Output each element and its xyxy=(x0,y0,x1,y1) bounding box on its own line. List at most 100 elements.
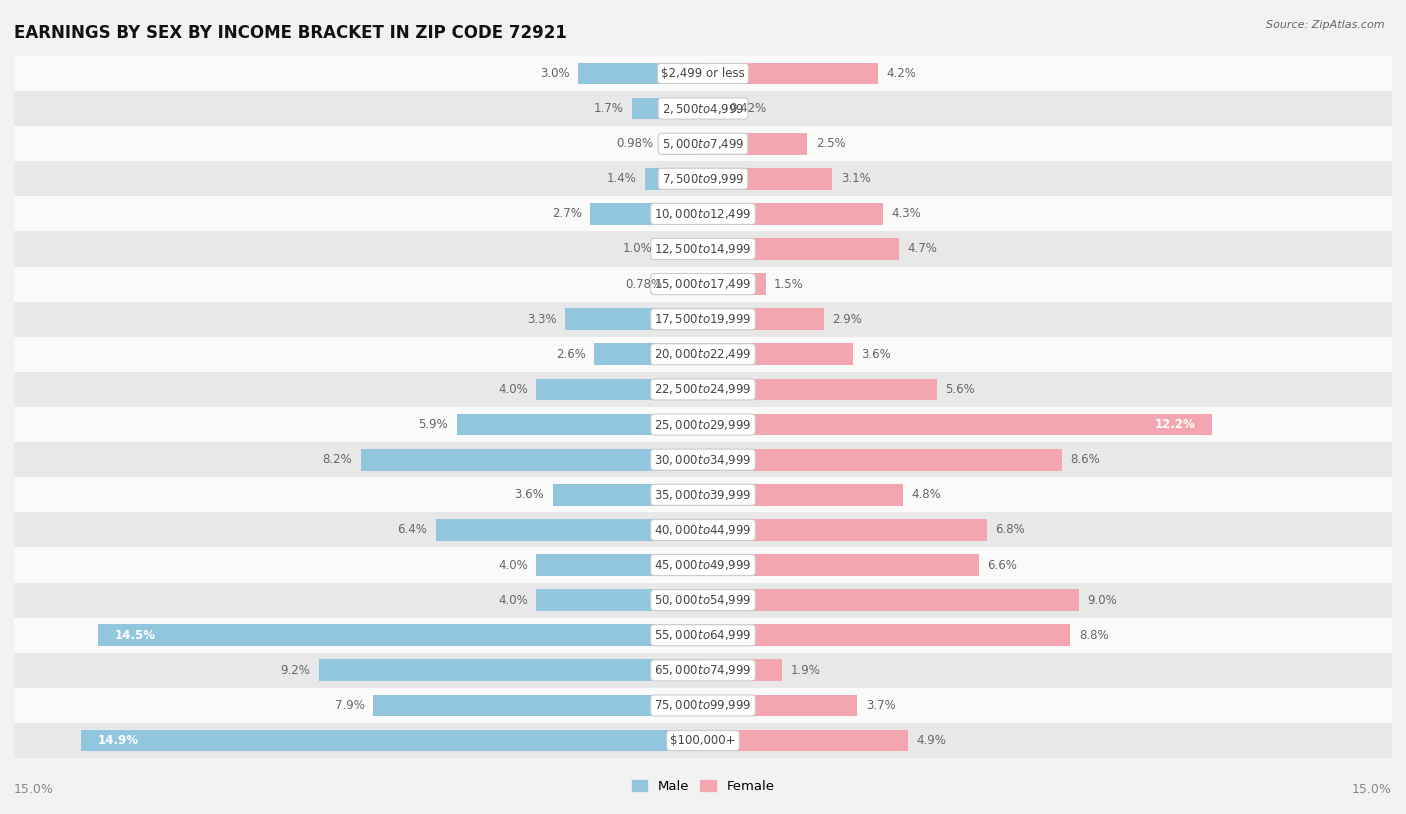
Text: 9.0%: 9.0% xyxy=(1087,593,1116,606)
Text: $45,000 to $49,999: $45,000 to $49,999 xyxy=(654,558,752,572)
Bar xyxy=(703,519,987,540)
Bar xyxy=(536,589,703,611)
Text: 5.9%: 5.9% xyxy=(419,418,449,431)
Text: 3.6%: 3.6% xyxy=(862,348,891,361)
Text: 1.7%: 1.7% xyxy=(593,102,624,115)
Text: $30,000 to $34,999: $30,000 to $34,999 xyxy=(654,453,752,466)
Bar xyxy=(703,133,807,155)
Bar xyxy=(578,63,703,85)
Bar xyxy=(0,337,1406,372)
Bar xyxy=(0,618,1406,653)
Bar xyxy=(703,694,858,716)
Text: 6.8%: 6.8% xyxy=(995,523,1025,536)
Text: 7.9%: 7.9% xyxy=(335,699,364,712)
Bar xyxy=(565,309,703,330)
Text: 14.5%: 14.5% xyxy=(114,628,155,641)
Bar xyxy=(703,624,1070,646)
Bar xyxy=(319,659,703,681)
Bar xyxy=(373,694,703,716)
Text: 2.6%: 2.6% xyxy=(557,348,586,361)
Text: 3.1%: 3.1% xyxy=(841,173,870,186)
Bar xyxy=(0,196,1406,231)
Bar xyxy=(644,168,703,190)
Text: 15.0%: 15.0% xyxy=(1353,783,1392,796)
Bar xyxy=(0,512,1406,548)
Text: 6.4%: 6.4% xyxy=(398,523,427,536)
Bar xyxy=(703,554,979,575)
Text: 3.3%: 3.3% xyxy=(527,313,557,326)
Text: $12,500 to $14,999: $12,500 to $14,999 xyxy=(654,242,752,256)
Text: 6.6%: 6.6% xyxy=(987,558,1017,571)
Text: $55,000 to $64,999: $55,000 to $64,999 xyxy=(654,628,752,642)
Text: 5.6%: 5.6% xyxy=(945,383,974,396)
Text: 8.2%: 8.2% xyxy=(322,453,353,466)
Text: 1.0%: 1.0% xyxy=(623,243,652,256)
Text: $25,000 to $29,999: $25,000 to $29,999 xyxy=(654,418,752,431)
Text: 4.2%: 4.2% xyxy=(887,67,917,80)
Text: $10,000 to $12,499: $10,000 to $12,499 xyxy=(654,207,752,221)
Bar xyxy=(553,484,703,505)
Text: $15,000 to $17,499: $15,000 to $17,499 xyxy=(654,277,752,291)
Text: $100,000+: $100,000+ xyxy=(671,734,735,747)
Bar xyxy=(662,133,703,155)
Text: $35,000 to $39,999: $35,000 to $39,999 xyxy=(654,488,752,501)
Text: EARNINGS BY SEX BY INCOME BRACKET IN ZIP CODE 72921: EARNINGS BY SEX BY INCOME BRACKET IN ZIP… xyxy=(14,24,567,42)
Bar xyxy=(0,266,1406,302)
Text: 14.9%: 14.9% xyxy=(97,734,139,747)
Bar xyxy=(671,274,703,295)
Bar xyxy=(0,161,1406,196)
Bar xyxy=(0,407,1406,442)
Text: 4.8%: 4.8% xyxy=(911,488,942,501)
Bar xyxy=(0,583,1406,618)
Bar xyxy=(0,688,1406,723)
Bar xyxy=(591,203,703,225)
Bar xyxy=(82,729,703,751)
Text: 2.5%: 2.5% xyxy=(815,137,845,150)
Bar xyxy=(703,239,900,260)
Text: 1.9%: 1.9% xyxy=(790,664,821,677)
Text: 15.0%: 15.0% xyxy=(14,783,53,796)
Bar xyxy=(0,477,1406,512)
Bar xyxy=(703,98,720,120)
Text: $75,000 to $99,999: $75,000 to $99,999 xyxy=(654,698,752,712)
Bar xyxy=(360,449,703,470)
Bar xyxy=(0,372,1406,407)
Text: 0.78%: 0.78% xyxy=(624,278,662,291)
Text: $20,000 to $22,499: $20,000 to $22,499 xyxy=(654,348,752,361)
Text: 3.6%: 3.6% xyxy=(515,488,544,501)
Text: Source: ZipAtlas.com: Source: ZipAtlas.com xyxy=(1267,20,1385,30)
Text: 4.0%: 4.0% xyxy=(498,558,527,571)
Bar xyxy=(703,309,824,330)
Text: $2,499 or less: $2,499 or less xyxy=(661,67,745,80)
Bar xyxy=(0,126,1406,161)
Bar xyxy=(0,231,1406,266)
Bar xyxy=(703,274,766,295)
Text: 3.7%: 3.7% xyxy=(866,699,896,712)
Bar xyxy=(633,98,703,120)
Text: 8.8%: 8.8% xyxy=(1078,628,1108,641)
Bar xyxy=(0,442,1406,477)
Text: $40,000 to $44,999: $40,000 to $44,999 xyxy=(654,523,752,537)
Text: 4.0%: 4.0% xyxy=(498,383,527,396)
Bar xyxy=(536,554,703,575)
Bar xyxy=(703,484,904,505)
Text: $22,500 to $24,999: $22,500 to $24,999 xyxy=(654,383,752,396)
Bar xyxy=(703,414,1212,435)
Text: 12.2%: 12.2% xyxy=(1154,418,1195,431)
Bar xyxy=(703,379,936,400)
Bar xyxy=(703,168,832,190)
Bar xyxy=(703,729,908,751)
Bar xyxy=(661,239,703,260)
Legend: Male, Female: Male, Female xyxy=(626,774,780,798)
Text: 2.7%: 2.7% xyxy=(553,208,582,221)
Bar xyxy=(436,519,703,540)
Bar xyxy=(0,56,1406,91)
Bar xyxy=(703,344,853,365)
Text: $7,500 to $9,999: $7,500 to $9,999 xyxy=(662,172,744,186)
Text: $50,000 to $54,999: $50,000 to $54,999 xyxy=(654,593,752,607)
Bar xyxy=(703,589,1078,611)
Text: 4.9%: 4.9% xyxy=(915,734,946,747)
Text: 0.42%: 0.42% xyxy=(728,102,766,115)
Text: 1.5%: 1.5% xyxy=(773,278,804,291)
Bar xyxy=(595,344,703,365)
